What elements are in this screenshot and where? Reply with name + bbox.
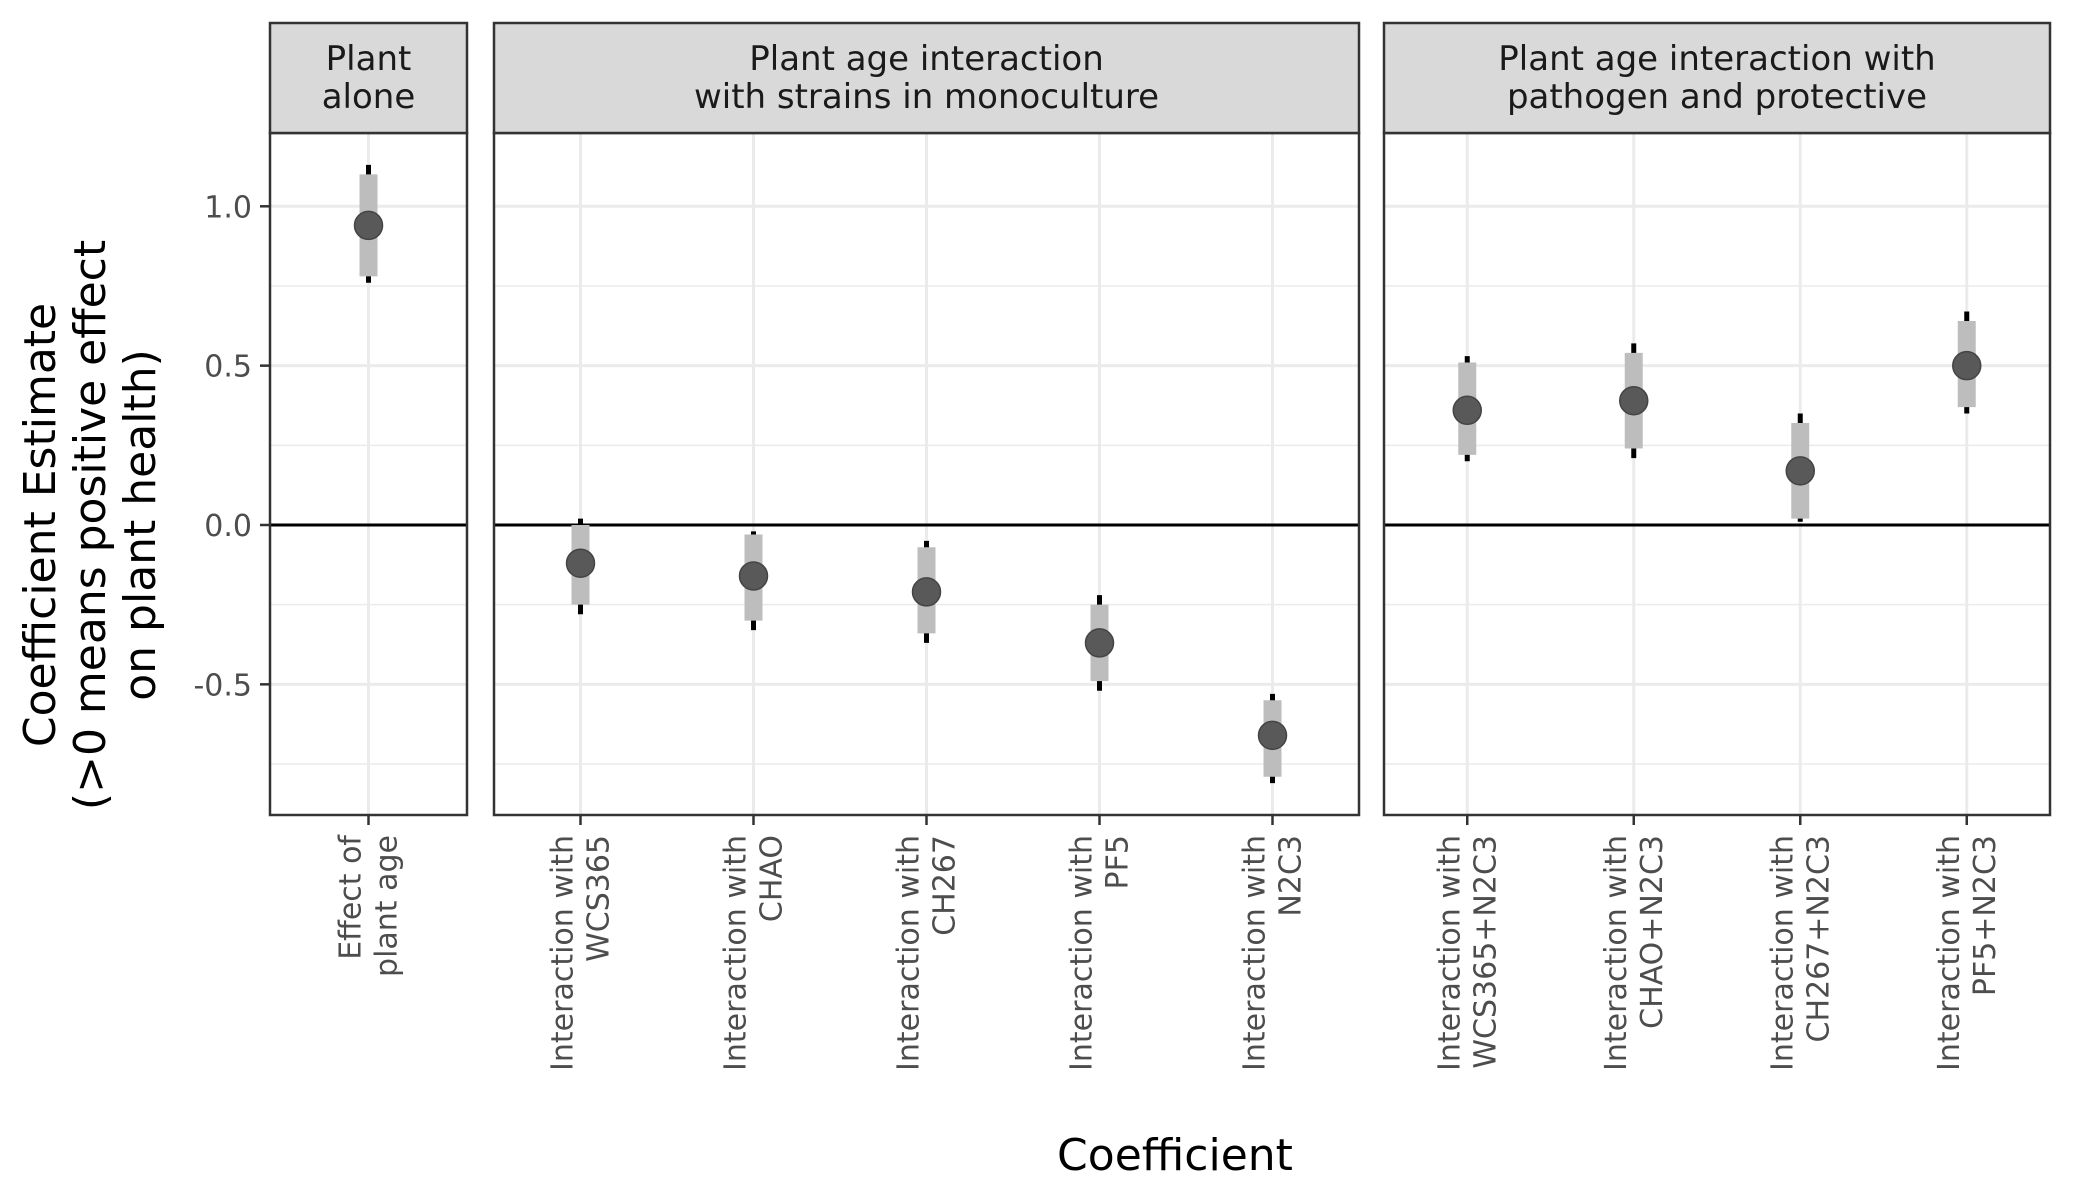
estimate-point xyxy=(738,561,769,591)
panel-1: Effect ofplant age Plant alone xyxy=(268,21,469,977)
x-tick-label-line: Interaction with xyxy=(1432,835,1467,1071)
x-tick-label-line: Interaction with xyxy=(1932,835,1967,1071)
x-tick-label-line: plant age xyxy=(370,835,405,977)
facet-strip-label-line: Plant xyxy=(326,39,412,79)
estimate-point xyxy=(911,577,942,607)
facet-strip xyxy=(1382,21,2052,135)
x-tick-label: Interaction withN2C3 xyxy=(1238,835,1309,1071)
x-tick-label-line: Interaction with xyxy=(1765,835,1800,1071)
x-tick-label-line: Interaction with xyxy=(1238,835,1273,1071)
y-axis: 1.0 0.5 0.0 -0.5 xyxy=(193,190,270,703)
x-tick-label-line: Interaction with xyxy=(719,835,754,1071)
estimate-point xyxy=(1619,385,1649,416)
x-tick-label: Interaction withWCS365 xyxy=(546,835,617,1071)
x-tick-label-line: N2C3 xyxy=(1274,835,1309,917)
x-tick-label-line: PF5 xyxy=(1101,835,1136,889)
y-tick-label: 0.0 xyxy=(204,509,252,544)
estimate-point xyxy=(1452,395,1482,426)
y-tick-label: 0.5 xyxy=(204,350,252,385)
facet-strip xyxy=(492,21,1361,135)
facet-strip-label: Plant age interaction with strains in mon… xyxy=(694,39,1159,117)
panel-background xyxy=(1384,133,2050,815)
facet-strip-label-line: Plant age interaction xyxy=(749,39,1104,79)
facet-strip xyxy=(268,21,469,135)
facet-strip-label-line: pathogen and protective xyxy=(1507,77,1927,117)
estimate-point xyxy=(353,210,384,241)
x-tick-label-line: WCS365+N2C3 xyxy=(1468,835,1503,1069)
estimate-point xyxy=(1952,350,1982,381)
x-tick-label: Interaction withCH267+N2C3 xyxy=(1765,835,1836,1071)
estimate-point xyxy=(1257,720,1288,751)
x-tick-label: Interaction withPF5+N2C3 xyxy=(1932,835,2003,1071)
estimate-point xyxy=(1084,628,1115,658)
x-tick-label-line: Interaction with xyxy=(892,835,927,1071)
x-tick-label: Effect ofplant age xyxy=(334,834,405,977)
facet-strip-label-line: with strains in monoculture xyxy=(694,77,1159,117)
y-tick-label: 1.0 xyxy=(204,190,252,225)
panel-2: Interaction withWCS365 Interaction withCH… xyxy=(492,21,1361,1071)
x-tick-label: Interaction withPF5 xyxy=(1065,835,1136,1071)
x-tick-label-line: Interaction with xyxy=(1599,835,1634,1071)
x-tick-label-line: CH267+N2C3 xyxy=(1801,835,1836,1042)
x-tick-label: Interaction withCHAO xyxy=(719,835,790,1071)
x-tick-label-line: Effect of xyxy=(334,834,369,960)
y-tick-label: -0.5 xyxy=(193,668,252,703)
x-tick-label-line: Interaction with xyxy=(546,835,581,1071)
facet-strip-label: Plant alone xyxy=(322,39,416,117)
x-tick-label-line: Interaction with xyxy=(1065,835,1100,1071)
x-tick-label-line: WCS365 xyxy=(582,835,617,962)
x-tick-label: Interaction withWCS365+N2C3 xyxy=(1432,835,1503,1071)
x-tick-label: Interaction withCH267 xyxy=(892,835,963,1071)
y-axis-title-line: (>0 means positive effect xyxy=(65,240,116,810)
x-tick-label-line: PF5+N2C3 xyxy=(1968,835,2003,996)
panel-3: Interaction withWCS365+N2C3 Interaction w… xyxy=(1382,21,2052,1071)
facet-strip-label: Plant age interaction with pathogen and p… xyxy=(1498,39,1935,117)
y-axis-title-line: Coefficient Estimate xyxy=(15,303,66,747)
x-tick-label-line: CHAO xyxy=(755,835,790,922)
x-axis-title: Coefficient xyxy=(1057,1130,1293,1181)
y-axis-title: Coefficient Estimate(>0 means positive e… xyxy=(15,240,166,810)
estimate-point xyxy=(565,548,596,578)
facet-strip-label-line: alone xyxy=(322,77,416,117)
estimate-point xyxy=(1785,456,1815,486)
x-tick-label: Interaction withCHAO+N2C3 xyxy=(1599,835,1670,1071)
y-axis-title-line: on plant health) xyxy=(115,349,166,700)
x-tick-label-line: CH267 xyxy=(928,835,963,936)
x-tick-label-line: CHAO+N2C3 xyxy=(1635,835,1670,1029)
facet-strip-label-line: Plant age interaction with xyxy=(1498,39,1935,79)
panels-layer: Effect ofplant age Plant alone Interaction … xyxy=(268,21,2052,1071)
